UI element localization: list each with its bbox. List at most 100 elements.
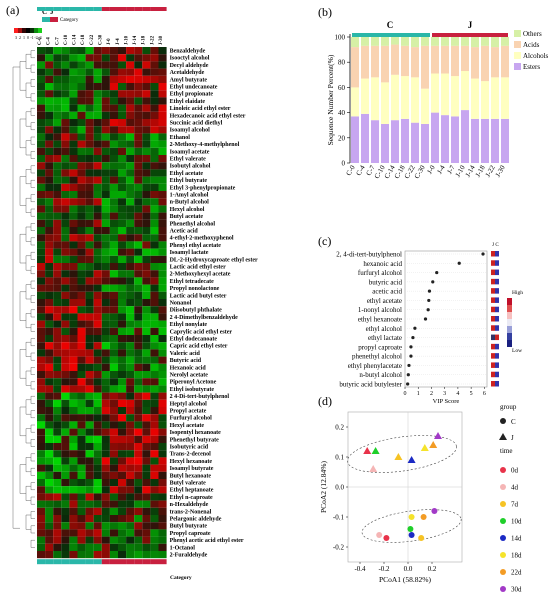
heatmap-cell xyxy=(126,255,135,263)
heatmap-cell xyxy=(61,284,70,292)
legend-group-title: group xyxy=(500,403,517,411)
heatmap-cell xyxy=(45,529,54,537)
heatmap-cell xyxy=(45,277,54,285)
heatmap-cell xyxy=(45,147,54,155)
heatmap-cell xyxy=(142,291,151,299)
bar-segment xyxy=(441,37,449,46)
heatmap-cell xyxy=(118,371,127,379)
heatmap-category-bar xyxy=(37,7,167,565)
heatmap-cell xyxy=(134,349,143,357)
category-cell xyxy=(109,559,118,565)
heatmap-cell xyxy=(45,363,54,371)
heatmap-cell xyxy=(61,414,70,422)
heatmap-cell xyxy=(134,335,143,343)
vip-cell-c xyxy=(495,288,499,294)
heatmap-cell xyxy=(134,356,143,364)
heatmap-cell xyxy=(37,169,46,177)
heatmap-cell xyxy=(37,515,46,523)
heatmap-cell xyxy=(45,507,54,515)
heatmap-cell xyxy=(53,234,62,242)
heatmap-cell xyxy=(118,536,127,544)
heatmap-cell xyxy=(93,111,102,119)
heatmap-cell xyxy=(101,529,110,537)
vip-point xyxy=(457,261,461,265)
heatmap-cell xyxy=(118,529,127,537)
bar-segment xyxy=(411,122,419,163)
heatmap-cell xyxy=(126,219,135,227)
pcoa-point-j xyxy=(434,432,442,439)
category-cell xyxy=(45,559,54,565)
heatmap-cell xyxy=(45,291,54,299)
heatmap-cell xyxy=(134,75,143,83)
heatmap-cell xyxy=(93,421,102,429)
heatmap-cell xyxy=(158,133,167,141)
heatmap-cell xyxy=(37,219,46,227)
heatmap-cell xyxy=(85,392,94,400)
heatmap-cell xyxy=(77,104,86,112)
heatmap-cell xyxy=(85,191,94,199)
legend-label: Esters xyxy=(523,63,540,71)
heatmap-cell xyxy=(142,176,151,184)
heatmap-cell xyxy=(61,464,70,472)
heatmap-cell xyxy=(61,457,70,465)
heatmap-cell xyxy=(37,234,46,242)
heatmap-cell xyxy=(61,47,70,55)
heatmap-cell xyxy=(85,263,94,271)
heatmap-cell xyxy=(126,421,135,429)
heatmap-cell xyxy=(150,378,159,386)
heatmap-cell xyxy=(150,349,159,357)
heatmap-cell xyxy=(85,342,94,350)
heatmap-cell xyxy=(109,435,118,443)
heatmap-cell xyxy=(61,205,70,213)
legend-time-label: 18d xyxy=(511,552,522,560)
heatmap-cell xyxy=(53,522,62,530)
heatmap-cell xyxy=(134,291,143,299)
bar-segment xyxy=(421,123,429,163)
dendrogram-branch xyxy=(25,82,31,98)
heatmap-cell xyxy=(37,133,46,141)
vip-category-label: ethyl lactate xyxy=(368,334,402,342)
heatmap-cell xyxy=(85,248,94,256)
heatmap-cell xyxy=(101,104,110,112)
heatmap-cell xyxy=(45,133,54,141)
heatmap-cell xyxy=(126,479,135,487)
heatmap-cell xyxy=(134,450,143,458)
heatmap-cell xyxy=(101,119,110,127)
category-cell xyxy=(134,559,143,565)
heatmap-cell xyxy=(126,414,135,422)
heatmap-cell xyxy=(61,147,70,155)
heatmap-cell xyxy=(150,191,159,199)
heatmap-cell xyxy=(69,500,78,508)
bar-segment xyxy=(491,37,499,48)
heatmap-cell xyxy=(37,198,46,206)
heatmap-cell xyxy=(109,219,118,227)
heatmap-cell xyxy=(101,443,110,451)
row-label: Butyl butyrate xyxy=(170,524,208,530)
heatmap-cell xyxy=(53,61,62,69)
dendrogram-branch xyxy=(30,309,35,318)
heatmap-cell xyxy=(69,284,78,292)
heatmap-cell xyxy=(118,407,127,415)
bar-segment xyxy=(401,45,409,77)
heatmap-cell xyxy=(45,97,54,105)
heatmap-cell xyxy=(158,277,167,285)
heatmap-cell xyxy=(85,306,94,314)
heatmap-cell xyxy=(37,507,46,515)
heatmap-cell xyxy=(85,205,94,213)
heatmap-cell xyxy=(53,385,62,393)
heatmap-cell xyxy=(118,313,127,321)
heatmap-cell xyxy=(37,342,46,350)
vip-cell-c xyxy=(495,371,499,378)
heatmap-cell xyxy=(118,327,127,335)
row-label: Nerolyl acetate xyxy=(170,373,209,379)
heatmap-cell xyxy=(101,205,110,213)
pcoa-point-c xyxy=(383,535,390,541)
heatmap-cell xyxy=(118,68,127,76)
row-label: Hexyl hexanoate xyxy=(170,459,213,465)
dendrogram-branch xyxy=(30,540,35,548)
heatmap-cell xyxy=(93,493,102,501)
heatmap-cell xyxy=(45,54,54,62)
heatmap-cell xyxy=(61,493,70,501)
heatmap-cell xyxy=(53,83,62,91)
heatmap-cell xyxy=(37,241,46,249)
